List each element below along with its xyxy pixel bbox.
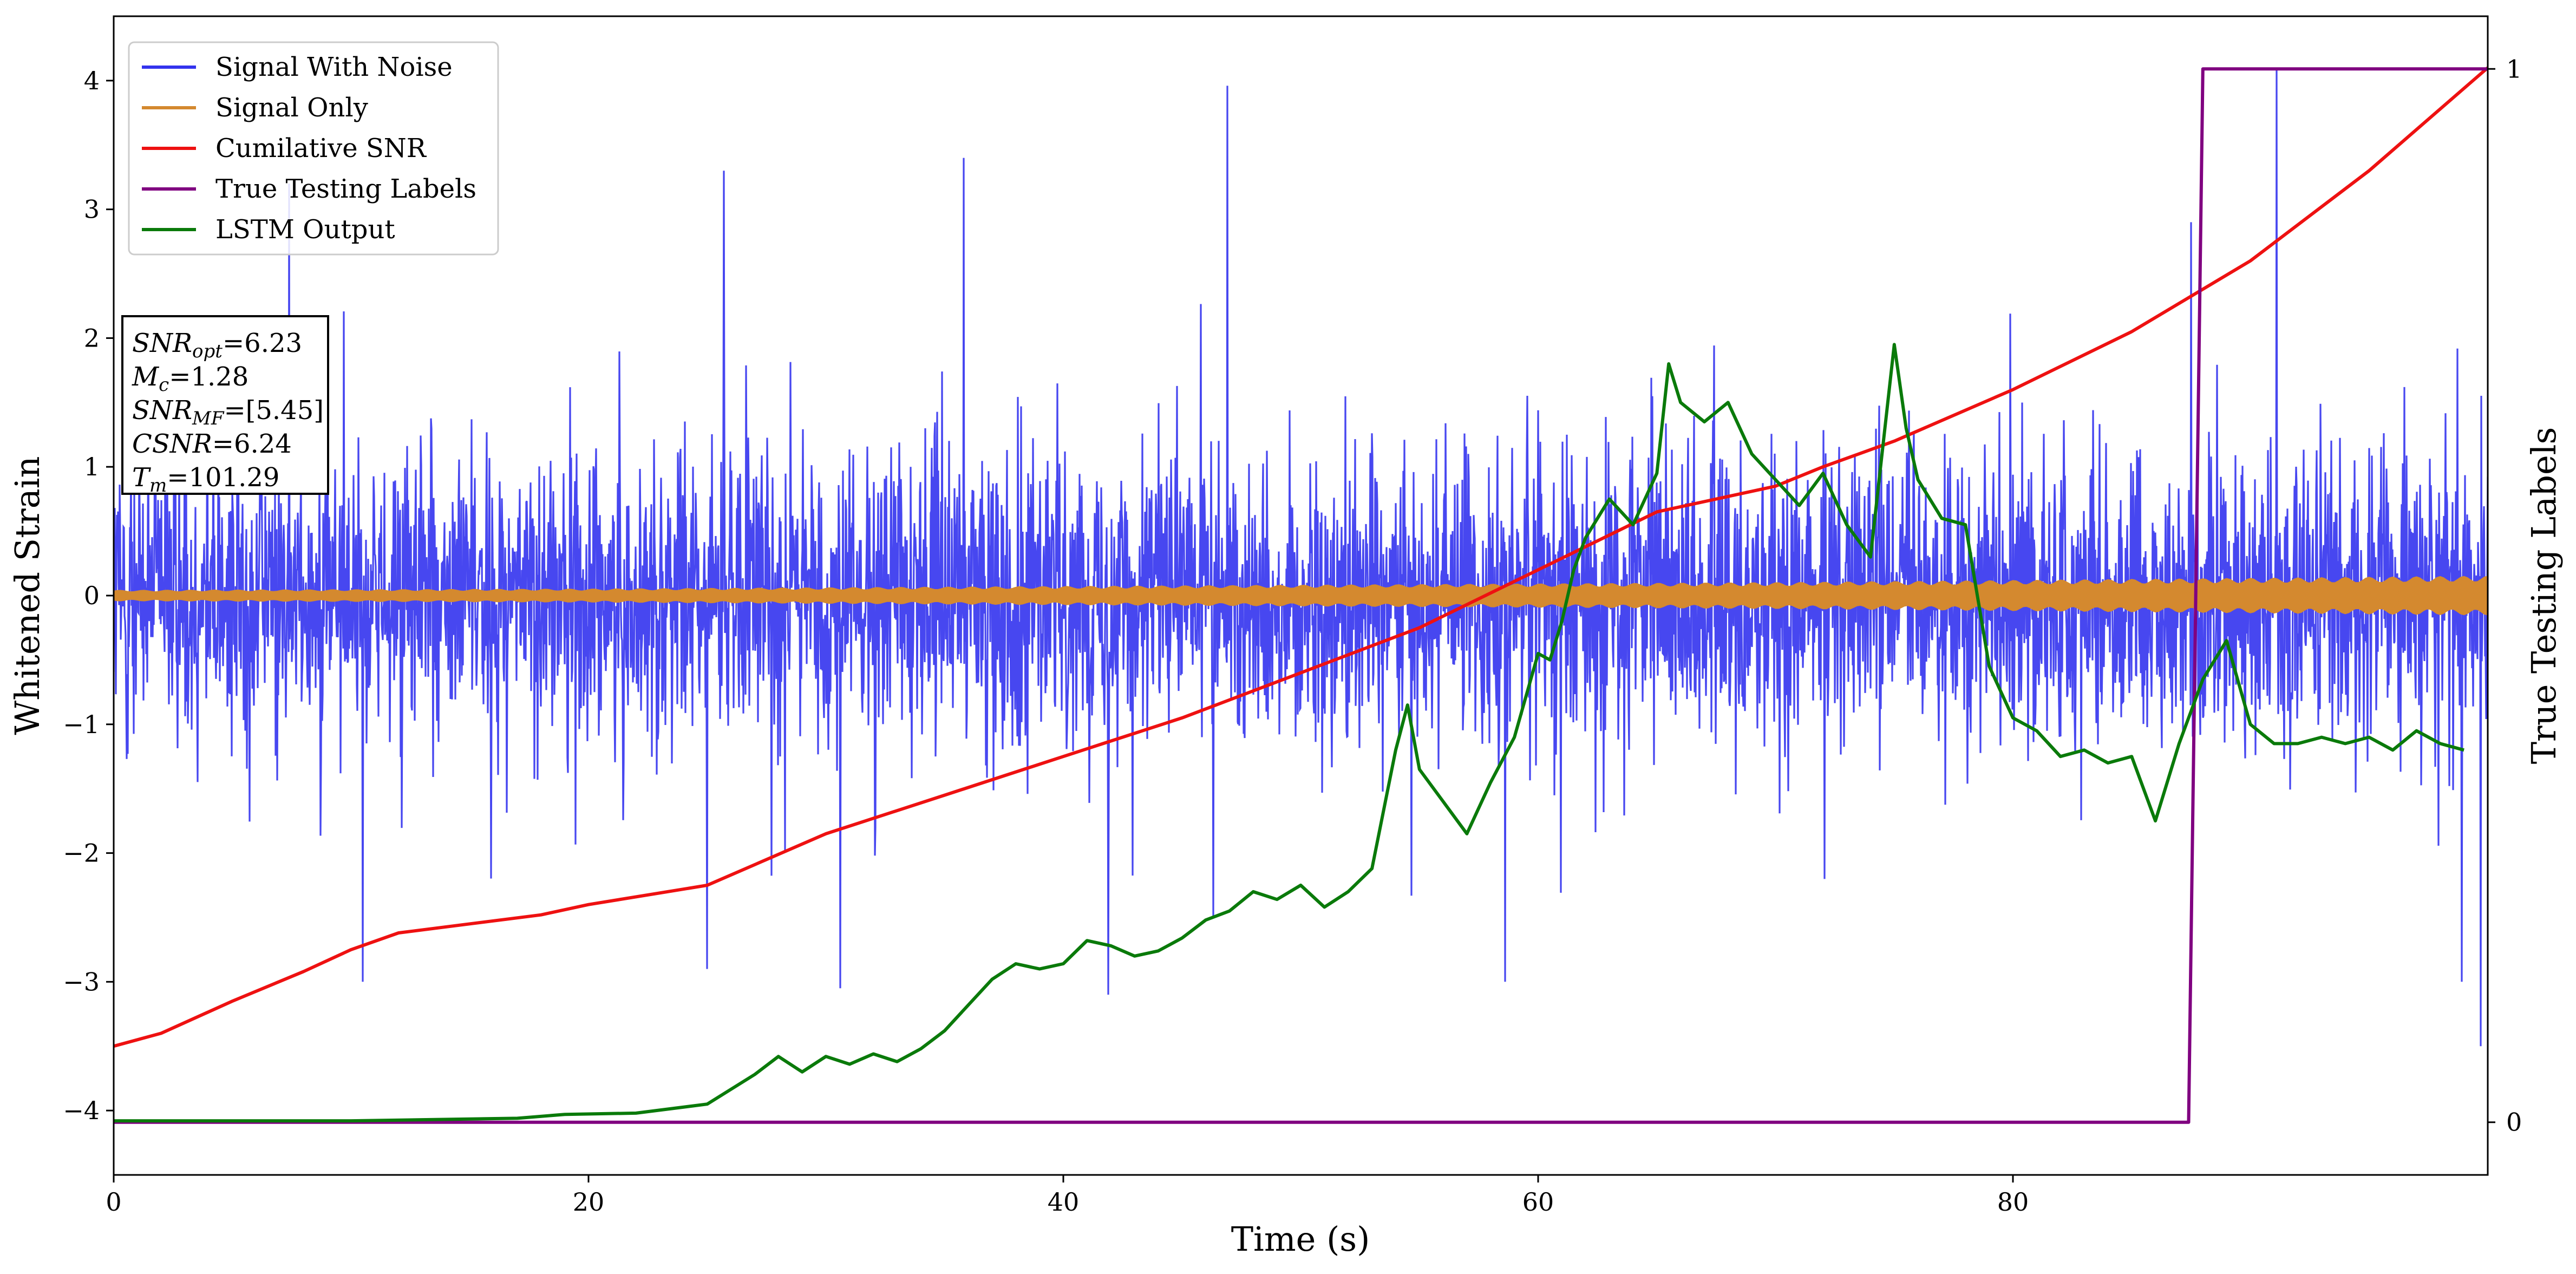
legend-box: [128, 41, 499, 256]
info-box-line: SNRopt=6.23: [132, 328, 302, 362]
series-signal-with-noise: [114, 68, 2488, 1047]
y2-tick-label: 1: [2506, 54, 2522, 83]
x-axis-title: Time (s): [1231, 1219, 1370, 1259]
series-cumulative-snr: [114, 66, 2488, 1048]
info-box-line: Tm=101.29: [132, 462, 279, 496]
y-tick-label: 1: [84, 452, 100, 481]
legend-label: Cumilative SNR: [215, 133, 427, 164]
y-tick-label: −4: [63, 1096, 100, 1125]
y-tick-label: 3: [84, 195, 100, 224]
info-box-line: CSNR=6.24: [132, 429, 292, 459]
x-tick-label: 40: [1048, 1187, 1080, 1217]
info-box-line: SNRMF=[5.45]: [132, 395, 324, 429]
x-tick-label: 60: [1522, 1187, 1554, 1217]
y-tick-label: 0: [84, 581, 100, 610]
info-box: SNRopt=6.23Mc=1.28SNRMF=[5.45]CSNR=6.24T…: [121, 315, 329, 496]
legend-label: True Testing Labels: [215, 174, 476, 204]
info-box-line: Mc=1.28: [132, 362, 249, 396]
legend-label: Signal Only: [215, 93, 368, 123]
y-tick-label: 2: [84, 323, 100, 352]
y-tick-label: −3: [63, 967, 100, 996]
series-true-testing-labels: [114, 67, 2488, 1124]
y-tick-label: −2: [63, 839, 100, 868]
y-tick-label: 4: [84, 66, 100, 95]
legend-label: Signal With Noise: [215, 52, 453, 82]
series-layer: [114, 66, 2488, 1124]
x-tick-label: 80: [1997, 1187, 2029, 1217]
legend: Signal With Noise Signal Only Cumilative S…: [128, 41, 499, 256]
y-axis-title: Whitened Strain: [8, 456, 47, 735]
x-tick-label: 0: [106, 1187, 121, 1217]
y2-tick-label: 0: [2506, 1108, 2522, 1137]
y-tick-label: −1: [63, 710, 100, 739]
series-lstm-output: [114, 343, 2464, 1123]
y2-axis-title: True Testing Labels: [2524, 427, 2564, 765]
series-signal-only: [114, 576, 2488, 616]
info-box-frame: [121, 315, 329, 495]
x-tick-label: 20: [573, 1187, 605, 1217]
legend-label: LSTM Output: [215, 214, 395, 245]
